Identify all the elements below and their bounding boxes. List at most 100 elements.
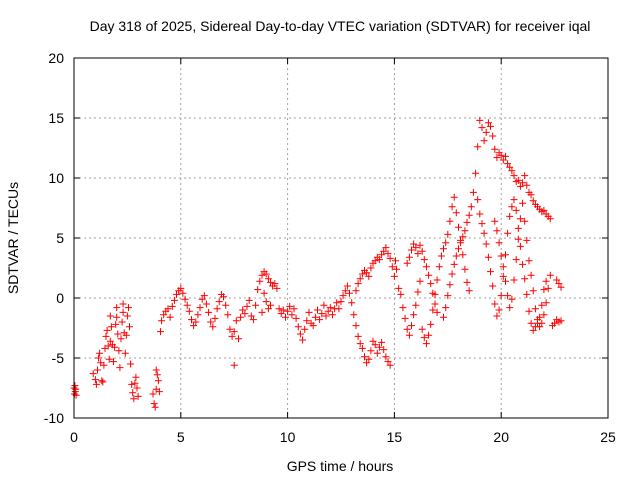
data-point bbox=[403, 325, 411, 333]
data-point bbox=[386, 361, 394, 369]
data-point bbox=[519, 199, 527, 207]
data-point bbox=[209, 323, 217, 331]
data-point bbox=[519, 260, 527, 268]
data-point bbox=[183, 301, 191, 309]
data-point bbox=[478, 124, 486, 132]
data-point bbox=[98, 377, 106, 385]
data-point bbox=[260, 289, 268, 297]
data-point bbox=[491, 217, 499, 225]
data-point bbox=[284, 307, 292, 315]
data-point bbox=[499, 272, 507, 280]
data-point bbox=[106, 337, 114, 345]
data-point bbox=[262, 298, 270, 306]
data-point bbox=[350, 311, 358, 319]
data-point bbox=[504, 292, 512, 300]
data-point bbox=[177, 284, 185, 292]
data-point bbox=[215, 298, 223, 306]
data-point bbox=[185, 307, 193, 315]
data-point bbox=[125, 304, 132, 312]
data-point bbox=[154, 377, 162, 385]
data-point bbox=[510, 196, 518, 204]
data-point bbox=[493, 227, 501, 235]
data-point bbox=[358, 344, 366, 352]
data-point bbox=[343, 282, 351, 290]
data-point bbox=[99, 378, 107, 386]
data-point bbox=[230, 328, 238, 336]
data-point bbox=[230, 361, 238, 369]
data-point bbox=[499, 263, 507, 271]
data-point bbox=[371, 257, 379, 265]
data-point bbox=[107, 323, 115, 331]
data-point bbox=[110, 358, 117, 366]
data-point bbox=[133, 384, 141, 392]
data-point bbox=[544, 284, 552, 292]
data-point bbox=[164, 305, 172, 313]
data-point bbox=[414, 288, 422, 296]
data-point bbox=[314, 306, 321, 314]
data-point bbox=[405, 253, 413, 261]
data-point bbox=[412, 244, 420, 252]
data-point bbox=[258, 308, 266, 316]
y-tick-label: 15 bbox=[48, 110, 64, 126]
data-point bbox=[395, 284, 403, 292]
data-point bbox=[241, 310, 249, 318]
data-point bbox=[224, 311, 232, 319]
data-point bbox=[348, 299, 356, 307]
data-point bbox=[252, 301, 260, 309]
data-point bbox=[235, 335, 242, 343]
data-point bbox=[553, 276, 561, 284]
chart-title: Day 318 of 2025, Sidereal Day-to-day VTE… bbox=[90, 18, 591, 34]
data-point bbox=[375, 256, 383, 264]
data-point bbox=[105, 355, 113, 363]
data-point bbox=[489, 132, 497, 140]
data-point bbox=[493, 312, 501, 320]
data-point bbox=[119, 300, 127, 308]
data-point bbox=[388, 263, 396, 271]
data-point bbox=[476, 116, 484, 124]
data-point bbox=[322, 312, 330, 320]
data-point bbox=[529, 326, 537, 334]
data-point bbox=[294, 323, 302, 331]
data-point bbox=[239, 306, 247, 314]
data-point bbox=[220, 293, 227, 301]
data-point bbox=[367, 347, 375, 355]
data-point bbox=[525, 307, 533, 315]
data-point bbox=[427, 320, 435, 328]
y-tick-label: 10 bbox=[48, 170, 64, 186]
data-point bbox=[508, 295, 516, 303]
data-point bbox=[256, 277, 264, 285]
data-point bbox=[126, 323, 133, 331]
data-point bbox=[508, 203, 516, 211]
data-point bbox=[484, 253, 492, 261]
data-point bbox=[181, 295, 189, 303]
data-point bbox=[531, 305, 539, 313]
data-point bbox=[542, 277, 550, 285]
data-point bbox=[495, 306, 503, 314]
data-point bbox=[114, 330, 122, 338]
data-point bbox=[292, 314, 300, 322]
data-point bbox=[102, 332, 110, 340]
data-point bbox=[275, 305, 283, 313]
data-point bbox=[134, 392, 142, 400]
data-point bbox=[104, 342, 112, 350]
data-point bbox=[512, 206, 520, 214]
data-point bbox=[118, 318, 126, 326]
data-point bbox=[309, 322, 317, 330]
data-point bbox=[521, 172, 529, 180]
data-point bbox=[459, 233, 467, 241]
data-point bbox=[506, 304, 514, 312]
data-point bbox=[514, 224, 522, 232]
data-point bbox=[113, 304, 121, 312]
data-point bbox=[299, 336, 307, 344]
data-point bbox=[412, 301, 420, 309]
data-point bbox=[132, 373, 140, 381]
data-point bbox=[431, 290, 439, 298]
data-point bbox=[194, 311, 202, 319]
data-point bbox=[467, 203, 475, 211]
data-point bbox=[326, 304, 334, 312]
x-tick-label: 20 bbox=[493, 429, 509, 445]
data-point bbox=[534, 316, 541, 324]
data-point bbox=[393, 265, 400, 273]
data-point bbox=[339, 292, 347, 300]
data-point bbox=[200, 292, 208, 300]
